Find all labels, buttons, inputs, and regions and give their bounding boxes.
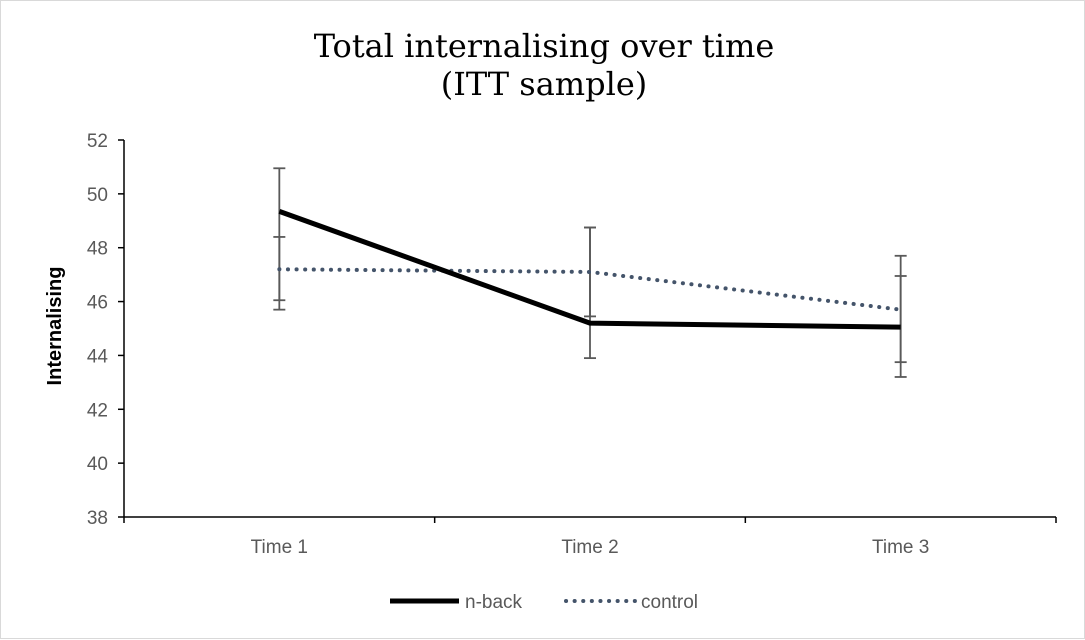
chart-title: Total internalising over time(ITT sample… [314, 27, 775, 103]
y-tick-label: 46 [87, 293, 108, 314]
y-tick-label: 40 [87, 454, 108, 475]
y-tick-label: 44 [87, 346, 109, 367]
chart-title-line: (ITT sample) [441, 65, 648, 103]
y-tick-label: 52 [87, 131, 108, 152]
y-tick-label: 50 [87, 185, 108, 206]
legend-label: n-back [465, 592, 523, 613]
y-tick-label: 42 [87, 400, 108, 421]
x-tick-label: Time 1 [251, 537, 308, 558]
x-tick-label: Time 2 [561, 537, 618, 558]
legend: n-back control [390, 592, 698, 613]
axes: 38 40 42 44 46 48 50 52 Time 1 Time 2 Time 3 [87, 131, 1056, 558]
chart-title-line: Total internalising over time [314, 27, 775, 65]
error-bar [273, 237, 285, 310]
legend-label: control [641, 592, 698, 613]
legend-item: n-back [390, 592, 523, 613]
legend-item: control [566, 592, 698, 613]
y-tick-label: 48 [87, 239, 108, 260]
y-tick-label: 38 [87, 508, 108, 529]
x-tick-label: Time 3 [872, 537, 929, 558]
y-axis-label: Internalising [44, 267, 66, 386]
